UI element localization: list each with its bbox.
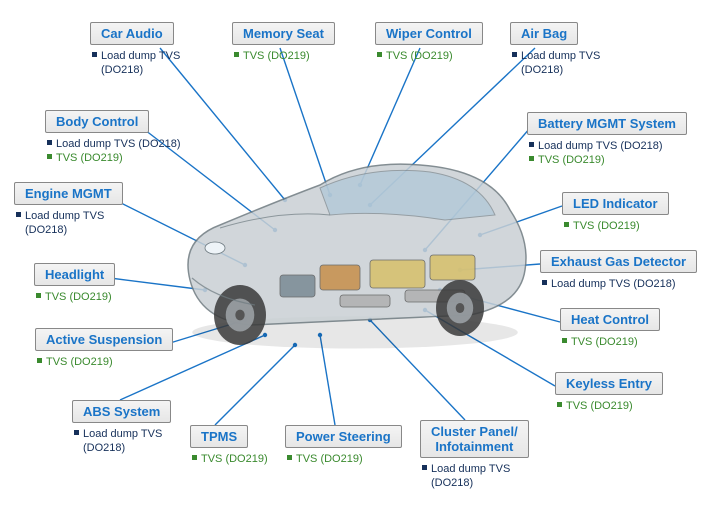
node-items: TVS (DO219) xyxy=(564,219,669,233)
node-power-steering: Power Steering TVS (DO219) xyxy=(285,425,402,466)
node-title: Engine MGMT xyxy=(14,182,123,205)
node-items: Load dump TVS(DO218) xyxy=(512,49,600,77)
node-items: TVS (DO219) xyxy=(562,335,660,349)
node-item: TVS (DO219) xyxy=(557,399,663,413)
node-keyless-entry: Keyless Entry TVS (DO219) xyxy=(555,372,663,413)
node-air-bag: Air Bag Load dump TVS(DO218) xyxy=(510,22,600,77)
node-exhaust-gas: Exhaust Gas Detector Load dump TVS (DO218… xyxy=(540,250,697,291)
node-cluster-panel: Cluster Panel/Infotainment Load dump TVS(… xyxy=(420,420,529,490)
diagram-canvas: { "diagram": { "width": 719, "height": 5… xyxy=(0,0,719,527)
node-items: Load dump TVS(DO218) xyxy=(74,427,171,455)
node-items: TVS (DO219) xyxy=(377,49,483,63)
node-item: TVS (DO219) xyxy=(37,355,173,369)
node-item: TVS (DO219) xyxy=(47,151,181,165)
node-title: Memory Seat xyxy=(232,22,335,45)
node-title: ABS System xyxy=(72,400,171,423)
node-led-indicator: LED Indicator TVS (DO219) xyxy=(562,192,669,233)
node-title: Wiper Control xyxy=(375,22,483,45)
node-title: Air Bag xyxy=(510,22,578,45)
node-title: LED Indicator xyxy=(562,192,669,215)
node-item: Load dump TVS(DO218) xyxy=(512,49,600,77)
node-items: TVS (DO219) xyxy=(36,290,115,304)
node-title: TPMS xyxy=(190,425,248,448)
node-active-suspension: Active Suspension TVS (DO219) xyxy=(35,328,173,369)
node-wiper-control: Wiper Control TVS (DO219) xyxy=(375,22,483,63)
node-item: TVS (DO219) xyxy=(234,49,335,63)
node-title: Battery MGMT System xyxy=(527,112,687,135)
node-item: Load dump TVS(DO218) xyxy=(16,209,123,237)
node-title: Active Suspension xyxy=(35,328,173,351)
node-items: Load dump TVS(DO218) xyxy=(92,49,180,77)
node-heat-control: Heat Control TVS (DO219) xyxy=(560,308,660,349)
node-items: Load dump TVS (DO218)TVS (DO219) xyxy=(529,139,687,167)
node-title: Power Steering xyxy=(285,425,402,448)
node-items: Load dump TVS(DO218) xyxy=(422,462,529,490)
node-items: TVS (DO219) xyxy=(234,49,335,63)
node-item: Load dump TVS(DO218) xyxy=(92,49,180,77)
node-item: Load dump TVS (DO218) xyxy=(542,277,697,291)
node-title: Headlight xyxy=(34,263,115,286)
node-item: TVS (DO219) xyxy=(287,452,402,466)
node-title: Cluster Panel/Infotainment xyxy=(420,420,529,458)
node-headlight: Headlight TVS (DO219) xyxy=(34,263,115,304)
node-item: Load dump TVS (DO218) xyxy=(529,139,687,153)
node-item: TVS (DO219) xyxy=(562,335,660,349)
node-title: Heat Control xyxy=(560,308,660,331)
node-title: Keyless Entry xyxy=(555,372,663,395)
node-item: TVS (DO219) xyxy=(377,49,483,63)
node-item: TVS (DO219) xyxy=(564,219,669,233)
node-abs-system: ABS System Load dump TVS(DO218) xyxy=(72,400,171,455)
node-body-control: Body Control Load dump TVS (DO218)TVS (DO… xyxy=(45,110,181,165)
node-item: Load dump TVS (DO218) xyxy=(47,137,181,151)
car-image xyxy=(170,130,540,360)
node-items: TVS (DO219) xyxy=(37,355,173,369)
node-items: Load dump TVS (DO218) xyxy=(542,277,697,291)
node-items: TVS (DO219) xyxy=(557,399,663,413)
node-item: TVS (DO219) xyxy=(529,153,687,167)
node-title: Car Audio xyxy=(90,22,174,45)
node-memory-seat: Memory Seat TVS (DO219) xyxy=(232,22,335,63)
node-car-audio: Car Audio Load dump TVS(DO218) xyxy=(90,22,180,77)
node-item: Load dump TVS(DO218) xyxy=(422,462,529,490)
node-items: Load dump TVS(DO218) xyxy=(16,209,123,237)
node-title: Body Control xyxy=(45,110,149,133)
node-title: Exhaust Gas Detector xyxy=(540,250,697,273)
node-tpms: TPMS TVS (DO219) xyxy=(190,425,268,466)
node-items: TVS (DO219) xyxy=(192,452,268,466)
node-items: Load dump TVS (DO218)TVS (DO219) xyxy=(47,137,181,165)
node-item: TVS (DO219) xyxy=(192,452,268,466)
node-item: Load dump TVS(DO218) xyxy=(74,427,171,455)
node-engine-mgmt: Engine MGMT Load dump TVS(DO218) xyxy=(14,182,123,237)
node-item: TVS (DO219) xyxy=(36,290,115,304)
node-items: TVS (DO219) xyxy=(287,452,402,466)
node-battery-mgmt: Battery MGMT System Load dump TVS (DO218)… xyxy=(527,112,687,167)
